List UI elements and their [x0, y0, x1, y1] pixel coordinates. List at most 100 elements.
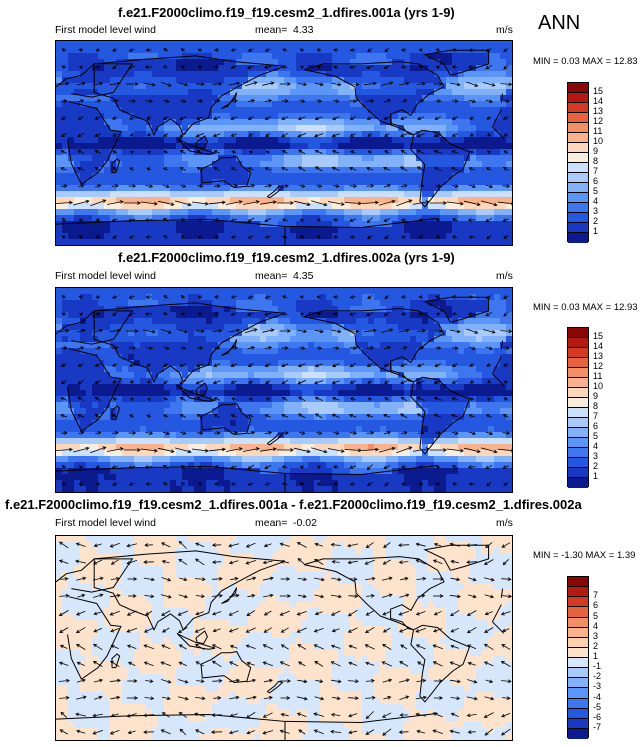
field-cell	[344, 342, 351, 349]
field-cell	[86, 378, 93, 385]
wind-arrow-head	[384, 48, 389, 53]
field-cell	[350, 360, 357, 367]
field-cell	[458, 125, 465, 132]
field-cell	[374, 348, 381, 355]
field-cell	[218, 185, 225, 192]
field-cell	[56, 384, 63, 391]
field-cell	[314, 348, 321, 355]
field-cell	[134, 288, 141, 295]
field-cell	[458, 336, 465, 343]
field-cell	[260, 101, 267, 108]
panel-1-title: f.e21.F2000climo.f19_f19.cesm2_1.dfires.…	[118, 5, 455, 20]
wind-arrow	[480, 200, 498, 206]
wind-arrow-head	[281, 218, 286, 222]
wind-arrow-head	[349, 116, 354, 121]
field-cell	[212, 179, 219, 186]
field-cell	[506, 402, 512, 409]
field-cell	[488, 402, 495, 409]
field-cell	[266, 185, 273, 192]
field-cell	[326, 155, 333, 162]
field-cell	[152, 71, 159, 78]
wind-arrow	[162, 184, 170, 188]
field-cell	[374, 125, 381, 132]
field-cell	[122, 125, 129, 132]
field-cell	[434, 354, 441, 361]
field-cell	[62, 65, 69, 72]
field-cell	[434, 227, 441, 234]
field-cell	[56, 342, 63, 349]
field-cell	[152, 354, 159, 361]
field-cell	[350, 354, 357, 361]
field-cell	[200, 149, 207, 156]
field-cell	[314, 191, 321, 198]
wind-arrow	[195, 83, 205, 85]
field-cell	[152, 402, 159, 409]
field-cell	[458, 83, 465, 90]
field-cell	[290, 179, 297, 186]
field-cell	[158, 179, 165, 186]
field-cell	[410, 83, 417, 90]
field-cell	[284, 294, 291, 301]
field-cell	[104, 233, 111, 240]
field-cell	[164, 179, 171, 186]
field-cell	[278, 306, 285, 313]
field-cell	[488, 41, 495, 48]
field-cell	[308, 149, 315, 156]
field-cell	[248, 342, 255, 349]
field-cell	[422, 119, 429, 126]
field-cell	[284, 119, 291, 126]
field-cell	[176, 203, 183, 210]
field-cell	[512, 215, 513, 222]
field-cell	[344, 360, 351, 367]
panel-2-max-label: MAX =	[582, 302, 612, 313]
field-cell	[386, 294, 393, 301]
field-cell	[512, 59, 513, 66]
field-cell	[170, 372, 177, 379]
field-cell	[332, 149, 339, 156]
field-cell	[146, 53, 153, 60]
wind-arrow-head	[181, 235, 185, 239]
field-cell	[290, 77, 297, 84]
field-cell	[392, 197, 399, 204]
field-cell	[248, 179, 255, 186]
field-cell	[86, 203, 93, 210]
field-cell	[236, 113, 243, 120]
field-cell	[338, 59, 345, 66]
field-cell	[404, 155, 411, 162]
field-cell	[140, 131, 147, 138]
field-cell	[200, 125, 207, 132]
field-cell	[134, 294, 141, 301]
field-cell	[218, 227, 225, 234]
field-cell	[272, 83, 279, 90]
field-cell	[404, 161, 411, 168]
field-cell	[452, 203, 459, 210]
field-cell	[254, 149, 261, 156]
field-cell	[200, 306, 207, 313]
field-cell	[230, 330, 237, 337]
field-cell	[260, 155, 267, 162]
wind-arrow-head	[435, 235, 440, 239]
field-cell	[278, 101, 285, 108]
field-cell	[392, 185, 399, 192]
field-cell	[326, 288, 333, 295]
field-cell	[278, 173, 285, 180]
wind-arrow	[95, 167, 101, 171]
field-cell	[248, 197, 255, 204]
field-cell	[326, 233, 333, 240]
field-cell	[410, 65, 417, 72]
field-cell	[140, 143, 147, 150]
field-cell	[266, 390, 273, 397]
wind-arrow-head	[117, 81, 122, 86]
field-cell	[308, 384, 315, 391]
field-cell	[302, 83, 309, 90]
wind-arrow	[503, 218, 509, 222]
field-cell	[98, 354, 105, 361]
field-cell	[440, 366, 447, 373]
field-cell	[272, 173, 279, 180]
field-cell	[116, 360, 123, 367]
field-cell	[98, 59, 105, 66]
wind-arrow-head	[180, 218, 185, 222]
field-cell	[218, 354, 225, 361]
field-cell	[272, 221, 279, 228]
field-cell	[302, 209, 309, 216]
